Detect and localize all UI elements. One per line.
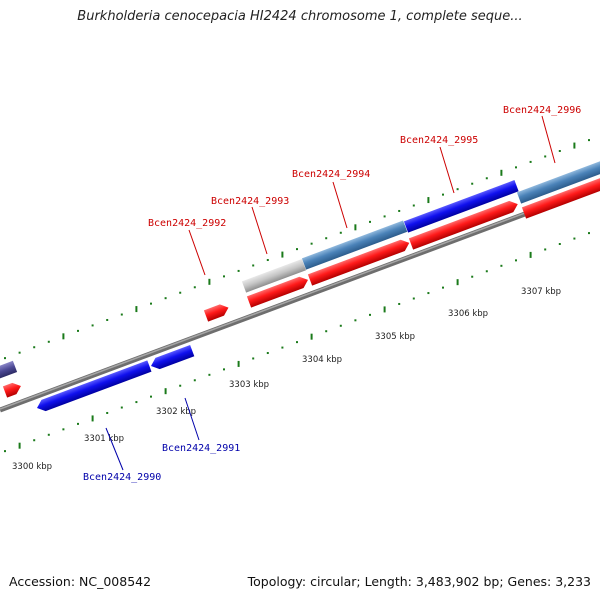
gene-label[interactable]: Bcen2424_2992: [148, 218, 226, 229]
ruler-labels: 3300 kbp 3301 kbp 3302 kbp 3303 kbp 3304…: [12, 287, 561, 472]
ruler-label: 3300 kbp: [12, 462, 52, 472]
gene-feature[interactable]: [203, 302, 231, 322]
gene-label[interactable]: Bcen2424_2994: [292, 169, 370, 180]
gene-feature[interactable]: [35, 360, 152, 413]
gene-track: [0, 157, 600, 413]
map-title: Burkholderia cenocepacia HI2424 chromoso…: [77, 9, 523, 24]
gene-feature[interactable]: [0, 360, 18, 380]
gene-feature[interactable]: [521, 172, 600, 219]
gene-feature[interactable]: [516, 157, 600, 204]
gene-feature[interactable]: [408, 198, 520, 250]
gene-label[interactable]: Bcen2424_2995: [400, 135, 478, 146]
gene-labels: Bcen2424_2990 Bcen2424_2991 Bcen2424_299…: [83, 105, 581, 483]
backbone: [0, 183, 600, 413]
gene-feature[interactable]: [307, 237, 411, 286]
ruler-label: 3304 kbp: [302, 355, 342, 365]
gene-label[interactable]: Bcen2424_2993: [211, 196, 289, 207]
ruler-label: 3305 kbp: [375, 332, 415, 342]
genome-summary: Topology: circular; Length: 3,483,902 bp…: [247, 574, 591, 589]
ruler-label: 3306 kbp: [448, 309, 488, 319]
ruler-label: 3302 kbp: [156, 407, 196, 417]
gene-label[interactable]: Bcen2424_2990: [83, 472, 161, 483]
gene-label[interactable]: Bcen2424_2991: [162, 443, 240, 454]
ruler-label: 3301 kbp: [84, 434, 124, 444]
ruler-ticks: [4, 139, 590, 453]
gene-feature[interactable]: [301, 220, 408, 270]
gene-feature[interactable]: [246, 274, 310, 308]
gene-feature[interactable]: [241, 258, 307, 293]
accession-label: Accession: NC_008542: [9, 574, 152, 589]
ruler-label: 3307 kbp: [521, 287, 561, 297]
gene-feature[interactable]: [149, 344, 195, 372]
label-leaders: [105, 115, 556, 471]
gene-label[interactable]: Bcen2424_2996: [503, 105, 581, 116]
gene-feature[interactable]: [403, 180, 519, 233]
gene-feature[interactable]: [2, 380, 23, 398]
ruler-label: 3303 kbp: [229, 380, 269, 390]
